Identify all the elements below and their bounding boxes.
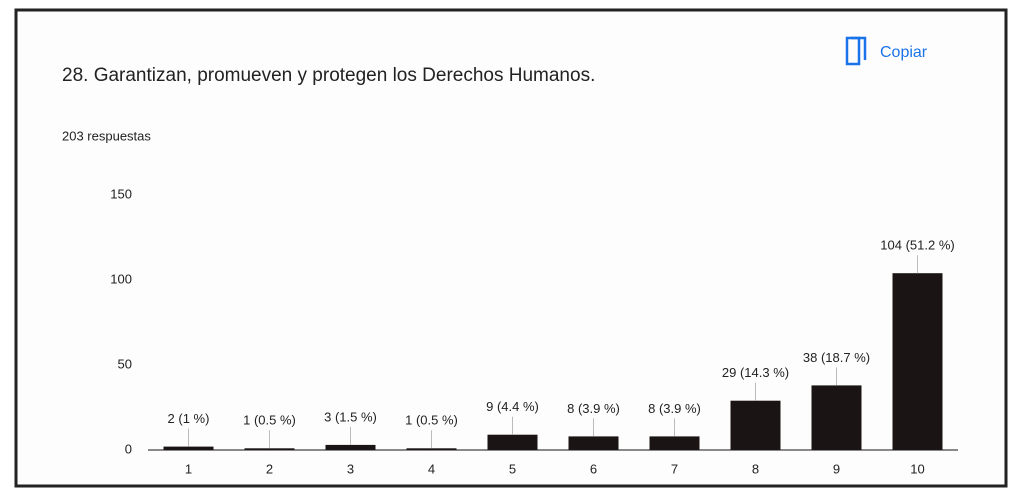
y-tick-label: 50 [118,356,132,371]
x-tick-label: 8 [752,461,759,476]
bar [892,273,943,450]
x-tick-label: 4 [428,461,435,476]
bar [244,448,295,450]
bar [811,385,862,450]
x-tick-label: 1 [185,461,192,476]
value-label: 3 (1.5 %) [324,409,377,424]
copy-label: Copiar [880,44,928,61]
value-label: 29 (14.3 %) [722,365,789,380]
value-label: 104 (51.2 %) [880,238,954,253]
bar [649,436,700,450]
value-label: 8 (3.9 %) [648,401,701,416]
x-tick-label: 2 [266,461,273,476]
bar [325,444,376,450]
x-tick-label: 6 [590,461,597,476]
value-label: 9 (4.4 %) [486,399,539,414]
value-label: 2 (1 %) [168,411,210,426]
copy-button[interactable]: Copiar [845,36,928,66]
x-tick-label: 5 [509,461,516,476]
value-label: 1 (0.5 %) [243,413,296,428]
value-label: 8 (3.9 %) [567,401,620,416]
y-tick-label: 150 [110,186,132,201]
bar [406,448,457,450]
x-tick-label: 7 [671,461,678,476]
bar [568,436,619,450]
chart-subtitle: 203 respuestas [62,128,151,143]
x-tick-label: 10 [910,461,924,476]
y-tick-label: 100 [110,271,132,286]
bar [163,446,214,450]
copy-icon-back [851,36,867,60]
value-label: 1 (0.5 %) [405,413,458,428]
x-tick-label: 9 [833,461,840,476]
chart-title: 28. Garantizan, promueven y protegen los… [62,65,595,86]
bar [730,400,781,450]
bar [487,434,538,450]
y-tick-label: 0 [125,441,132,456]
value-label: 38 (18.7 %) [803,350,870,365]
x-tick-label: 3 [347,461,354,476]
